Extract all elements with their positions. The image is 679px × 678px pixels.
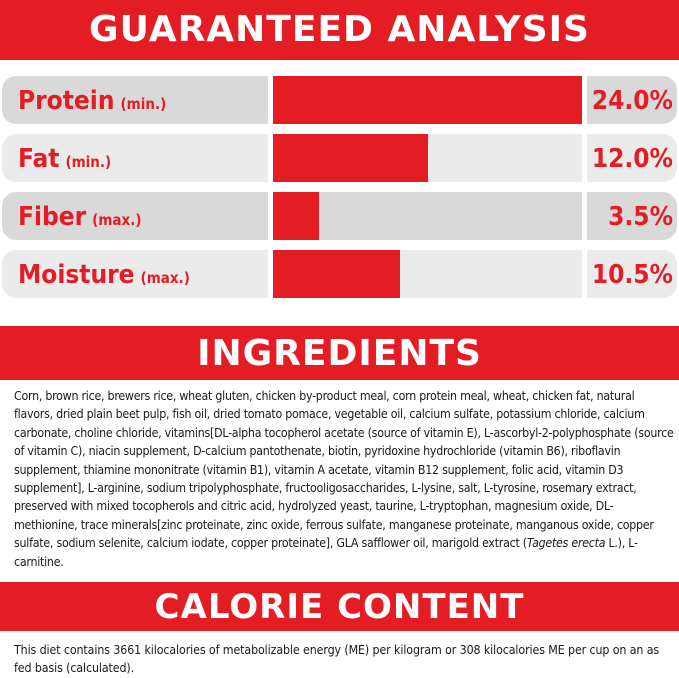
analysis-row-moisture: Moisture (max.) 10.5% bbox=[0, 250, 679, 298]
nutrient-bar-fill bbox=[273, 76, 582, 124]
nutrient-name: Moisture bbox=[18, 260, 135, 290]
nutrient-bar-track bbox=[273, 250, 582, 298]
ingredients-text: Corn, brown rice, brewers rice, wheat gl… bbox=[14, 387, 674, 571]
nutrient-bar-fill bbox=[273, 134, 428, 182]
nutrient-qualifier: (max.) bbox=[140, 269, 190, 287]
nutrient-value: 3.5% bbox=[587, 192, 677, 240]
nutrient-qualifier: (min.) bbox=[120, 95, 167, 113]
nutrient-label: Moisture (max.) bbox=[2, 250, 268, 298]
analysis-row-protein: Protein (min.) 24.0% bbox=[0, 76, 679, 124]
nutrient-bar-fill bbox=[273, 250, 400, 298]
nutrient-name: Fat bbox=[18, 144, 60, 174]
nutrient-value: 24.0% bbox=[587, 76, 677, 124]
nutrient-label: Protein (min.) bbox=[2, 76, 268, 124]
ingredients-text-main: Corn, brown rice, brewers rice, wheat gl… bbox=[14, 389, 674, 551]
nutrient-value: 12.0% bbox=[587, 134, 677, 182]
nutrient-qualifier: (min.) bbox=[65, 153, 112, 171]
ingredients-header: INGREDIENTS bbox=[0, 326, 679, 380]
ingredients-text-end: L.), L-carnitine. bbox=[14, 536, 638, 569]
nutrient-name: Fiber bbox=[18, 202, 87, 232]
nutrient-bar-fill bbox=[273, 192, 320, 240]
calorie-content-text: This diet contains 3661 kilocalories of … bbox=[14, 643, 660, 676]
nutrient-bar-track bbox=[273, 76, 582, 124]
guaranteed-analysis-header: GUARANTEED ANALYSIS bbox=[0, 0, 679, 60]
nutrient-label: Fat (min.) bbox=[2, 134, 268, 182]
calorie-content-header: CALORIE CONTENT bbox=[0, 582, 679, 631]
nutrient-label: Fiber (max.) bbox=[2, 192, 268, 240]
ingredients-text-italic: Tagetes erecta bbox=[526, 536, 606, 551]
nutrient-name: Protein bbox=[18, 86, 115, 116]
nutrient-qualifier: (max.) bbox=[92, 211, 142, 229]
analysis-row-fat: Fat (min.) 12.0% bbox=[0, 134, 679, 182]
nutrient-bar-track bbox=[273, 134, 582, 182]
analysis-row-fiber: Fiber (max.) 3.5% bbox=[0, 192, 679, 240]
nutrient-value: 10.5% bbox=[587, 250, 677, 298]
nutrient-bar-track bbox=[273, 192, 582, 240]
